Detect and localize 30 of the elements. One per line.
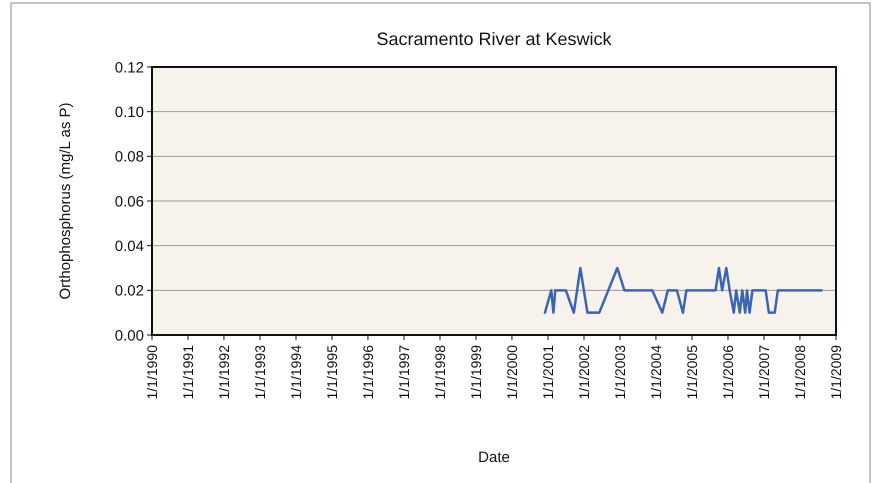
y-tick-label: 0.04 xyxy=(114,238,144,255)
y-tick-label: 0.12 xyxy=(114,59,144,76)
x-tick-label: 1/1/2002 xyxy=(576,344,592,400)
x-tick-label: 1/1/1997 xyxy=(396,344,412,400)
y-tick-label: 0.08 xyxy=(114,148,144,166)
x-tick-label: 1/1/1990 xyxy=(144,344,160,400)
x-tick-label: 1/1/2004 xyxy=(648,344,664,400)
x-tick-label: 1/1/2009 xyxy=(828,344,844,400)
x-tick-label: 1/1/1998 xyxy=(432,344,448,400)
y-tick-label: 0.06 xyxy=(114,193,144,210)
x-tick-label: 1/1/1993 xyxy=(252,344,268,400)
x-tick-label: 1/1/2006 xyxy=(720,344,736,400)
x-tick-label: 1/1/2008 xyxy=(792,344,808,400)
x-tick-label: 1/1/2007 xyxy=(756,344,772,400)
x-tick-label: 1/1/1999 xyxy=(468,344,484,400)
x-tick-label: 1/1/1991 xyxy=(180,344,196,400)
x-tick-label: 1/1/1992 xyxy=(216,344,232,400)
x-axis-title: Date xyxy=(478,449,510,466)
chart-title: Sacramento River at Keswick xyxy=(376,29,613,49)
x-tick-label: 1/1/2005 xyxy=(684,344,700,400)
y-tick-label: 0.00 xyxy=(114,327,144,344)
x-tick-label: 1/1/2000 xyxy=(504,344,520,400)
y-tick-label: 0.02 xyxy=(114,282,144,300)
x-tick-label: 1/1/2001 xyxy=(540,344,556,400)
x-tick-label: 1/1/1994 xyxy=(288,344,304,400)
x-tick-label: 1/1/1995 xyxy=(324,344,340,400)
x-tick-label: 1/1/1996 xyxy=(360,344,376,400)
y-tick-label: 0.10 xyxy=(114,104,144,121)
y-axis-title: Orthophosphorus (mg/L as P) xyxy=(57,102,74,300)
x-tick-label: 1/1/2003 xyxy=(612,344,628,400)
